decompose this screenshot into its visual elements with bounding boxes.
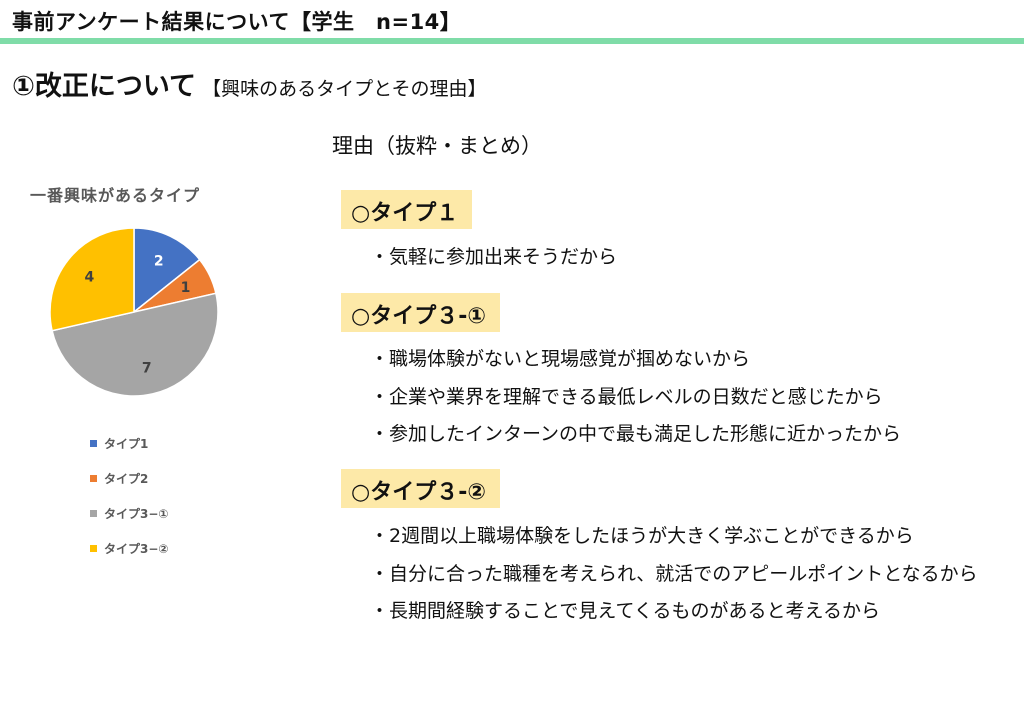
- reason-item: ・気軽に参加出来そうだから: [370, 246, 618, 268]
- legend-swatch-type1: [90, 440, 97, 447]
- legend-item-type3-2: タイプ3−②: [90, 531, 169, 566]
- section-title: ①改正について 【興味のあるタイプとその理由】: [12, 64, 487, 103]
- reasons-heading: 理由（抜粋・まとめ）: [332, 134, 542, 158]
- reason-group-type3-1-label: ○タイプ３-①: [341, 293, 500, 332]
- pie-slice-type3-2: [49, 227, 135, 332]
- data-label-type3-1: 7: [142, 361, 152, 377]
- legend-item-type1: タイプ1: [90, 426, 169, 461]
- data-label-type1: 2: [154, 254, 164, 270]
- data-label-type3-2: 4: [84, 269, 94, 285]
- reason-item: ・2週間以上職場体験をしたほうが大きく学ぶことができるから: [370, 525, 914, 547]
- legend-label-type3-2: タイプ3−②: [104, 542, 169, 556]
- section-subtitle: 【興味のあるタイプとその理由】: [202, 78, 487, 100]
- legend-item-type3-1: タイプ3−①: [90, 496, 169, 531]
- chart-legend: タイプ1 タイプ2 タイプ3−① タイプ3−②: [90, 426, 169, 566]
- reason-item: ・長期間経験することで見えてくるものがあると考えるから: [370, 600, 880, 622]
- pie-chart: 2 1 7 4: [49, 227, 219, 397]
- legend-swatch-type2: [90, 475, 97, 482]
- reason-item: ・自分に合った職種を考えられ、就活でのアピールポイントとなるから: [370, 563, 978, 585]
- legend-label-type2: タイプ2: [104, 472, 149, 486]
- reason-group-type3-2-label: ○タイプ３-②: [341, 469, 500, 508]
- reason-item: ・職場体験がないと現場感覚が掴めないから: [370, 348, 751, 370]
- legend-swatch-type3-2: [90, 545, 97, 552]
- legend-label-type3-1: タイプ3−①: [104, 507, 169, 521]
- legend-label-type1: タイプ1: [104, 437, 149, 451]
- chart-title: 一番興味があるタイプ: [30, 186, 201, 205]
- reason-item: ・企業や業界を理解できる最低レベルの日数だと感じたから: [370, 386, 883, 408]
- reason-group-type1-label: ○タイプ１: [341, 190, 473, 229]
- legend-item-type2: タイプ2: [90, 461, 169, 496]
- data-label-type2: 1: [181, 280, 191, 296]
- reason-item: ・参加したインターンの中で最も満足した形態に近かったから: [370, 423, 902, 445]
- header-divider: [0, 38, 1024, 44]
- page-title: 事前アンケート結果について【学生 n=14】: [12, 10, 462, 34]
- pie-slice-type3-1: [51, 292, 219, 397]
- section-title-main: ①改正について: [12, 71, 197, 102]
- legend-swatch-type3-1: [90, 510, 97, 517]
- pie-slice-type1: [133, 227, 201, 314]
